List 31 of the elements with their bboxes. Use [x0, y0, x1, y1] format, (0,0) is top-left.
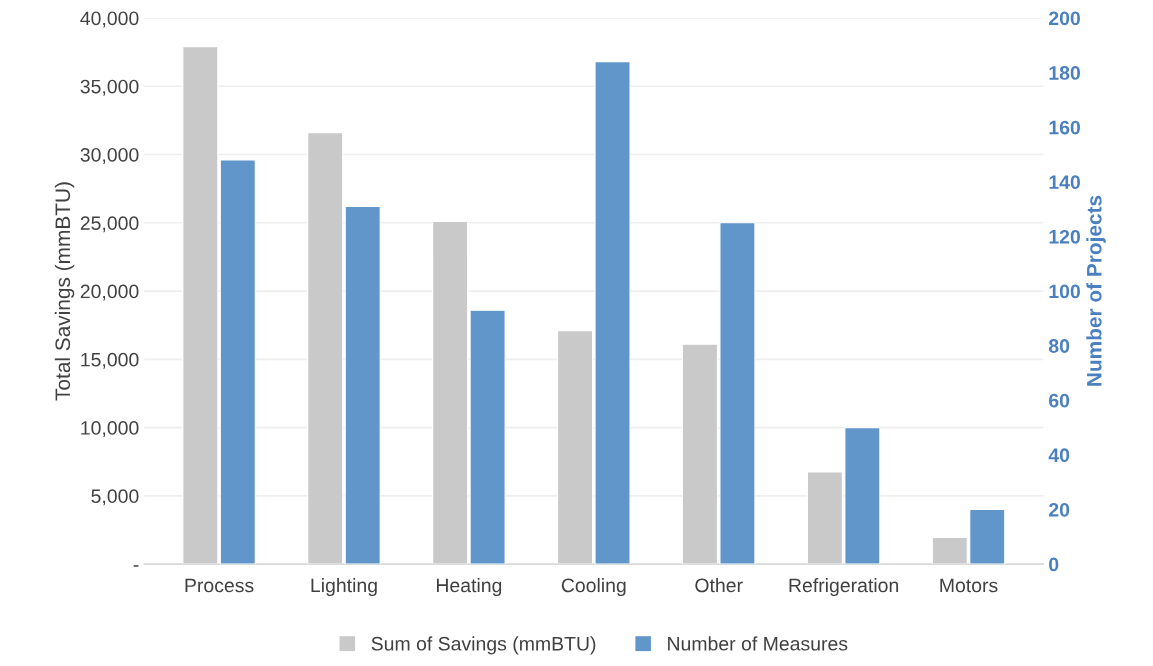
- legend-label: Number of Measures: [668, 636, 848, 651]
- y2-tick-label: 120: [1049, 229, 1080, 244]
- y-tick-label: 35,000: [80, 79, 139, 96]
- x-tick-label: Refrigeration: [789, 577, 899, 597]
- legend-label: Sum of Savings (mmBTU): [371, 636, 596, 655]
- y2-tick-label: 20: [1049, 502, 1070, 517]
- x-tick-label: Lighting: [311, 577, 377, 597]
- y-tick-label: 20,000: [80, 284, 139, 301]
- y-tick-label: 40,000: [80, 11, 139, 28]
- x-tick-label: Heating: [436, 577, 502, 597]
- y-tick-label: 25,000: [80, 216, 139, 233]
- y-tick-label: 15,000: [81, 352, 139, 369]
- y2-tick-label: 0: [1049, 557, 1059, 572]
- y2-tick-label: 180: [1049, 66, 1080, 80]
- x-tick-label: Motors: [940, 578, 998, 593]
- y-tick-label: 5,000: [91, 489, 139, 506]
- y-axis-title: Total Savings (mmBTU): [54, 182, 75, 401]
- y-tick-label: -: [133, 565, 139, 567]
- y2-tick-label: 40: [1048, 448, 1070, 463]
- y2-tick-label: 160: [1049, 120, 1080, 135]
- y-tick-label: 10,000: [81, 421, 139, 438]
- y2-axis-title: Number of Projects: [1086, 195, 1106, 386]
- x-tick-label: Cooling: [561, 577, 626, 597]
- y2-tick-label: 200: [1049, 11, 1080, 26]
- y2-tick-label: 60: [1049, 393, 1070, 408]
- y2-tick-label: 80: [1048, 339, 1070, 353]
- y2-tick-label: 100: [1049, 284, 1080, 299]
- x-tick-label: Process: [185, 578, 254, 593]
- y-tick-label: 30,000: [80, 147, 139, 165]
- y2-tick-label: 140: [1049, 175, 1080, 190]
- x-tick-label: Other: [695, 577, 743, 593]
